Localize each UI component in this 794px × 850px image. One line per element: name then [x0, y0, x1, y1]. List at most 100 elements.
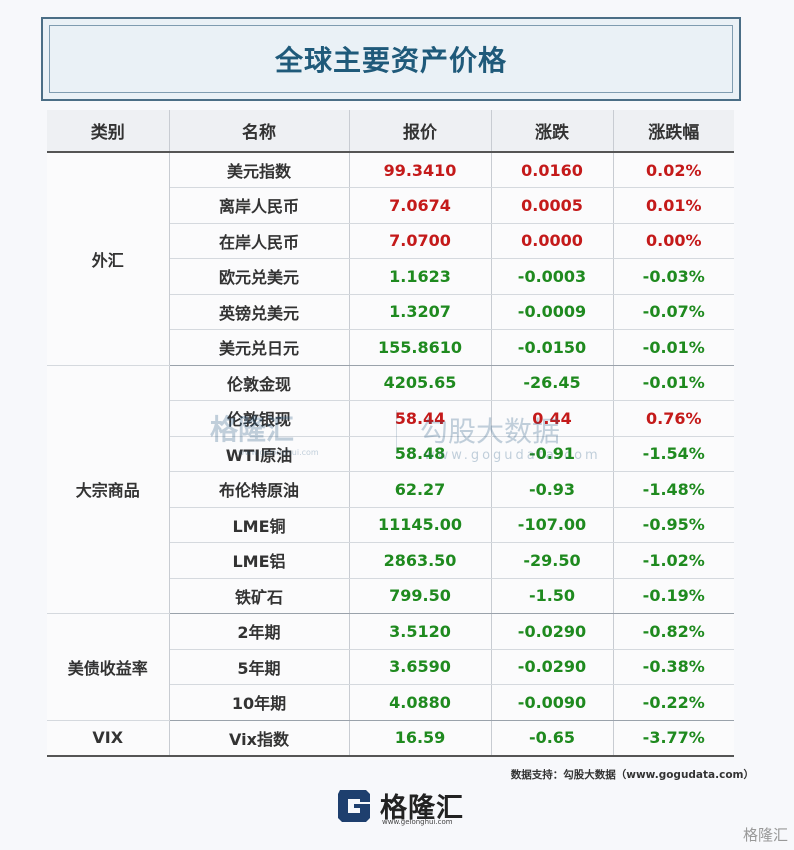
asset-name-cell: 10年期 — [169, 684, 350, 721]
table-header: 类别 名称 报价 涨跌 涨跌幅 — [47, 110, 734, 153]
table-row: 欧元兑美元 1.1623 -0.0003 -0.03% — [47, 258, 734, 295]
change-pct-cell: -0.07% — [613, 294, 734, 330]
table-row: 美元兑日元 155.8610 -0.0150 -0.01% — [47, 329, 734, 366]
asset-name-cell: 铁矿石 — [169, 578, 350, 614]
table-row: 10年期 4.0880 -0.0090 -0.22% — [47, 684, 734, 721]
page-title: 全球主要资产价格 — [274, 44, 507, 77]
table-row: 离岸人民币 7.0674 0.0005 0.01% — [47, 187, 734, 224]
price-cell: 2863.50 — [349, 542, 492, 579]
change-pct-cell: -0.22% — [613, 684, 734, 721]
price-cell: 7.0700 — [349, 223, 492, 259]
change-cell: 0.44 — [491, 400, 614, 437]
change-cell: 0.0005 — [491, 187, 614, 224]
asset-name-cell: 伦敦金现 — [169, 365, 350, 401]
price-cell: 16.59 — [349, 720, 492, 757]
price-cell: 11145.00 — [349, 507, 492, 543]
asset-name-cell: 英镑兑美元 — [169, 294, 350, 330]
change-cell: -29.50 — [491, 542, 614, 579]
change-pct-cell: -1.48% — [613, 471, 734, 508]
data-source-note: 数据支持：勾股大数据（www.gogudata.com） — [510, 769, 754, 781]
category-cell: VIX — [47, 720, 170, 757]
asset-name-cell: 5年期 — [169, 649, 350, 685]
logo-text: 格隆汇 — [380, 793, 464, 824]
change-cell: -1.50 — [491, 578, 614, 614]
price-cell: 155.8610 — [349, 329, 492, 366]
change-pct-cell: 0.02% — [613, 152, 734, 188]
table-row: 在岸人民币 7.0700 0.0000 0.00% — [47, 223, 734, 259]
price-cell: 58.48 — [349, 436, 492, 472]
header-change-pct: 涨跌幅 — [613, 110, 734, 153]
change-pct-cell: -0.95% — [613, 507, 734, 543]
header-row: 类别 名称 报价 涨跌 涨跌幅 — [47, 110, 734, 153]
change-cell: -0.91 — [491, 436, 614, 472]
category-cell: 大宗商品 — [47, 365, 170, 614]
table-row: 美债收益率 2年期 3.5120 -0.0290 -0.82% — [47, 613, 734, 721]
change-cell: -107.00 — [491, 507, 614, 543]
price-cell: 62.27 — [349, 471, 492, 508]
price-cell: 799.50 — [349, 578, 492, 614]
price-cell: 99.3410 — [349, 152, 492, 188]
asset-name-cell: 2年期 — [169, 613, 350, 650]
header-price: 报价 — [349, 110, 492, 153]
price-cell: 3.6590 — [349, 649, 492, 685]
asset-name-cell: 布伦特原油 — [169, 471, 350, 508]
table-row: 大宗商品 伦敦金现 4205.65 -26.45 -0.01% — [47, 365, 734, 614]
logo-mark-icon — [338, 790, 370, 822]
change-pct-cell: -1.54% — [613, 436, 734, 472]
change-cell: -0.93 — [491, 471, 614, 508]
change-cell: -0.0150 — [491, 329, 614, 366]
asset-name-cell: 美元指数 — [169, 152, 350, 188]
asset-name-cell: 离岸人民币 — [169, 187, 350, 224]
change-pct-cell: 0.76% — [613, 400, 734, 437]
change-pct-cell: -0.01% — [613, 329, 734, 366]
change-pct-cell: 0.00% — [613, 223, 734, 259]
price-cell: 7.0674 — [349, 187, 492, 224]
asset-price-table: 类别 名称 报价 涨跌 涨跌幅 外汇 美元指数 99.3410 0.0160 0.02%… — [47, 110, 734, 757]
change-pct-cell: -0.01% — [613, 365, 734, 401]
asset-name-cell: 美元兑日元 — [169, 329, 350, 366]
logo-url: www.gelonghui.com — [382, 818, 453, 826]
asset-name-cell: 欧元兑美元 — [169, 258, 350, 295]
price-cell: 3.5120 — [349, 613, 492, 650]
price-cell: 1.3207 — [349, 294, 492, 330]
table-row: LME铝 2863.50 -29.50 -1.02% — [47, 542, 734, 579]
change-cell: 0.0160 — [491, 152, 614, 188]
table-row: LME铜 11145.00 -107.00 -0.95% — [47, 507, 734, 543]
table-row: 伦敦银现 58.44 0.44 0.76% — [47, 400, 734, 437]
category-cell: 外汇 — [47, 152, 170, 366]
change-pct-cell: 0.01% — [613, 187, 734, 224]
table-row: 铁矿石 799.50 -1.50 -0.19% — [47, 578, 734, 614]
header-category: 类别 — [47, 110, 170, 153]
change-pct-cell: -1.02% — [613, 542, 734, 579]
title-frame: 全球主要资产价格 — [49, 25, 733, 93]
change-pct-cell: -0.19% — [613, 578, 734, 614]
change-pct-cell: -0.82% — [613, 613, 734, 650]
table-row: 英镑兑美元 1.3207 -0.0009 -0.07% — [47, 294, 734, 330]
table-row: 外汇 美元指数 99.3410 0.0160 0.02% — [47, 152, 734, 366]
change-cell: 0.0000 — [491, 223, 614, 259]
table-row: VIX Vix指数 16.59 -0.65 -3.77% — [47, 720, 734, 757]
asset-name-cell: 伦敦银现 — [169, 400, 350, 437]
change-cell: -0.0090 — [491, 684, 614, 721]
gelonghui-logo: 格隆汇 www.gelonghui.com — [334, 786, 474, 826]
table-row: 5年期 3.6590 -0.0290 -0.38% — [47, 649, 734, 685]
price-cell: 4205.65 — [349, 365, 492, 401]
header-change: 涨跌 — [491, 110, 614, 153]
table-row: 布伦特原油 62.27 -0.93 -1.48% — [47, 471, 734, 508]
change-cell: -0.65 — [491, 720, 614, 757]
asset-name-cell: LME铜 — [169, 507, 350, 543]
table-body: 外汇 美元指数 99.3410 0.0160 0.02% 离岸人民币 7.0674 0.000… — [47, 152, 734, 757]
asset-name-cell: WTI原油 — [169, 436, 350, 472]
price-cell: 1.1623 — [349, 258, 492, 295]
change-pct-cell: -0.38% — [613, 649, 734, 685]
price-cell: 58.44 — [349, 400, 492, 437]
category-cell: 美债收益率 — [47, 613, 170, 721]
title-banner: 全球主要资产价格 — [41, 17, 741, 101]
asset-name-cell: 在岸人民币 — [169, 223, 350, 259]
header-name: 名称 — [169, 110, 350, 153]
change-cell: -26.45 — [491, 365, 614, 401]
change-cell: -0.0003 — [491, 258, 614, 295]
change-cell: -0.0290 — [491, 649, 614, 685]
change-pct-cell: -0.03% — [613, 258, 734, 295]
price-cell: 4.0880 — [349, 684, 492, 721]
